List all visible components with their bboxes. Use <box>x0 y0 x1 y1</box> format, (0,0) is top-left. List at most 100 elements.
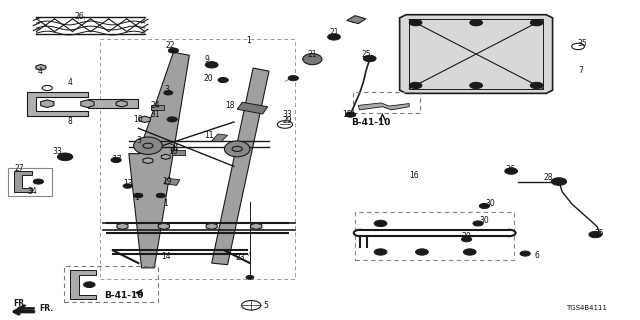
Polygon shape <box>27 92 88 116</box>
Text: 24: 24 <box>151 101 161 110</box>
Text: TGS4B4111: TGS4B4111 <box>566 306 607 311</box>
Circle shape <box>164 91 173 95</box>
Text: 18: 18 <box>225 101 234 110</box>
Circle shape <box>134 193 143 198</box>
Text: 5: 5 <box>264 301 268 310</box>
Text: 3: 3 <box>136 136 141 145</box>
Circle shape <box>461 237 472 242</box>
Text: 9: 9 <box>204 55 209 64</box>
Text: 21: 21 <box>308 50 317 59</box>
Circle shape <box>551 178 566 185</box>
Polygon shape <box>117 223 128 229</box>
Circle shape <box>415 249 428 255</box>
Text: 22: 22 <box>166 41 175 50</box>
Text: 30: 30 <box>486 199 495 208</box>
Polygon shape <box>81 100 94 108</box>
Text: 35: 35 <box>578 39 588 48</box>
Circle shape <box>168 48 179 53</box>
Circle shape <box>505 168 518 174</box>
Circle shape <box>470 20 483 26</box>
Circle shape <box>473 221 483 226</box>
Polygon shape <box>36 65 46 70</box>
Text: B-41-10: B-41-10 <box>351 118 390 127</box>
Text: 21: 21 <box>329 28 339 37</box>
Text: 25: 25 <box>361 50 371 59</box>
Circle shape <box>364 55 376 62</box>
Bar <box>355 212 515 260</box>
Text: 4: 4 <box>68 78 73 87</box>
Circle shape <box>111 157 121 163</box>
Circle shape <box>374 249 387 255</box>
Circle shape <box>374 220 387 227</box>
Bar <box>64 266 158 302</box>
Text: 36: 36 <box>505 165 515 174</box>
Circle shape <box>409 82 422 89</box>
Text: 33: 33 <box>282 109 292 118</box>
Text: B-41-10: B-41-10 <box>104 291 143 300</box>
Polygon shape <box>206 223 217 229</box>
Circle shape <box>218 77 228 83</box>
Ellipse shape <box>303 53 322 65</box>
Polygon shape <box>140 116 150 123</box>
Ellipse shape <box>225 141 250 157</box>
Text: 1: 1 <box>246 36 251 44</box>
Polygon shape <box>358 103 409 110</box>
Text: 1: 1 <box>134 193 139 202</box>
Circle shape <box>288 76 298 81</box>
Polygon shape <box>116 100 127 107</box>
Circle shape <box>531 20 543 26</box>
Circle shape <box>156 193 165 198</box>
Polygon shape <box>212 68 269 265</box>
Circle shape <box>205 62 218 68</box>
Text: 25: 25 <box>595 229 604 238</box>
Text: 8: 8 <box>68 117 72 126</box>
Text: 34: 34 <box>27 187 37 196</box>
Polygon shape <box>14 171 32 192</box>
Text: 16: 16 <box>410 171 419 180</box>
Text: 23: 23 <box>236 253 245 262</box>
Bar <box>8 168 52 196</box>
Circle shape <box>531 82 543 89</box>
Text: 10: 10 <box>134 115 143 124</box>
Text: 4: 4 <box>37 67 42 76</box>
Text: 27: 27 <box>15 164 24 173</box>
Polygon shape <box>41 100 54 108</box>
Text: 19: 19 <box>163 177 172 186</box>
Polygon shape <box>151 105 164 110</box>
Text: 26: 26 <box>74 12 84 21</box>
Circle shape <box>479 204 490 209</box>
Polygon shape <box>237 102 268 114</box>
Text: 17: 17 <box>113 155 122 164</box>
Text: 30: 30 <box>479 216 489 225</box>
Text: 6: 6 <box>534 251 539 260</box>
Polygon shape <box>158 223 170 229</box>
Circle shape <box>328 34 340 40</box>
Text: 3: 3 <box>164 85 170 94</box>
Text: 31: 31 <box>151 110 161 119</box>
Circle shape <box>409 20 422 26</box>
Text: 13: 13 <box>123 179 132 188</box>
Text: 11: 11 <box>204 131 213 140</box>
Circle shape <box>33 179 44 184</box>
Circle shape <box>463 249 476 255</box>
Text: FR.: FR. <box>13 299 27 308</box>
Polygon shape <box>164 178 180 185</box>
Text: 29: 29 <box>282 116 292 125</box>
Bar <box>353 92 420 113</box>
Circle shape <box>346 112 356 117</box>
Polygon shape <box>88 99 138 108</box>
Circle shape <box>167 117 177 122</box>
Text: 20: 20 <box>204 74 213 83</box>
Polygon shape <box>70 270 96 299</box>
Circle shape <box>520 251 531 256</box>
Text: 24: 24 <box>170 144 180 153</box>
Polygon shape <box>212 134 228 142</box>
Circle shape <box>470 82 483 89</box>
Circle shape <box>58 153 73 161</box>
Circle shape <box>246 276 253 279</box>
Ellipse shape <box>134 137 163 155</box>
Circle shape <box>84 282 95 288</box>
Text: 28: 28 <box>543 173 553 182</box>
Circle shape <box>589 231 602 238</box>
Text: 33: 33 <box>52 147 62 156</box>
